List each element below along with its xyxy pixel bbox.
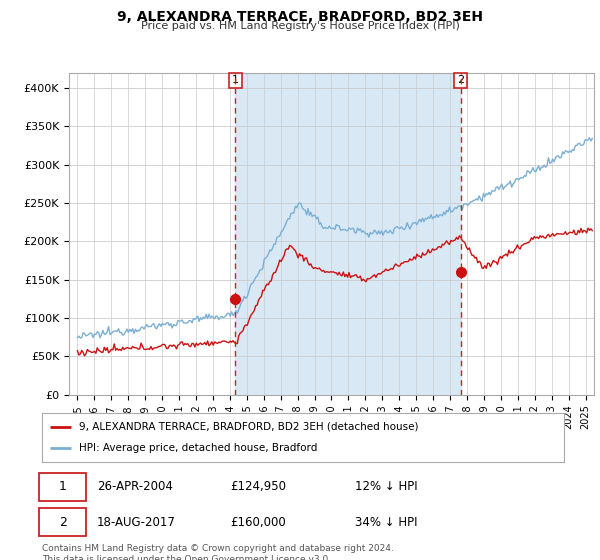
Bar [235, 73, 461, 395]
Text: Contains HM Land Registry data © Crown copyright and database right 2024.
This d: Contains HM Land Registry data © Crown c… [42, 544, 394, 560]
Text: Price paid vs. HM Land Registry's House Price Index (HPI): Price paid vs. HM Land Registry's House … [140, 21, 460, 31]
Text: 2: 2 [59, 516, 67, 529]
Text: 18-AUG-2017: 18-AUG-2017 [97, 516, 176, 529]
Text: 1: 1 [59, 480, 67, 493]
Text: 1: 1 [232, 76, 239, 86]
Text: 12% ↓ HPI: 12% ↓ HPI [355, 480, 418, 493]
FancyBboxPatch shape [40, 473, 86, 501]
Text: HPI: Average price, detached house, Bradford: HPI: Average price, detached house, Brad… [79, 443, 317, 453]
Text: 9, ALEXANDRA TERRACE, BRADFORD, BD2 3EH (detached house): 9, ALEXANDRA TERRACE, BRADFORD, BD2 3EH … [79, 422, 418, 432]
Text: 2: 2 [457, 76, 464, 86]
Text: 26-APR-2004: 26-APR-2004 [97, 480, 173, 493]
Text: 9, ALEXANDRA TERRACE, BRADFORD, BD2 3EH: 9, ALEXANDRA TERRACE, BRADFORD, BD2 3EH [117, 10, 483, 24]
FancyBboxPatch shape [40, 508, 86, 536]
Text: £124,950: £124,950 [230, 480, 286, 493]
Text: £160,000: £160,000 [230, 516, 286, 529]
Text: 34% ↓ HPI: 34% ↓ HPI [355, 516, 418, 529]
